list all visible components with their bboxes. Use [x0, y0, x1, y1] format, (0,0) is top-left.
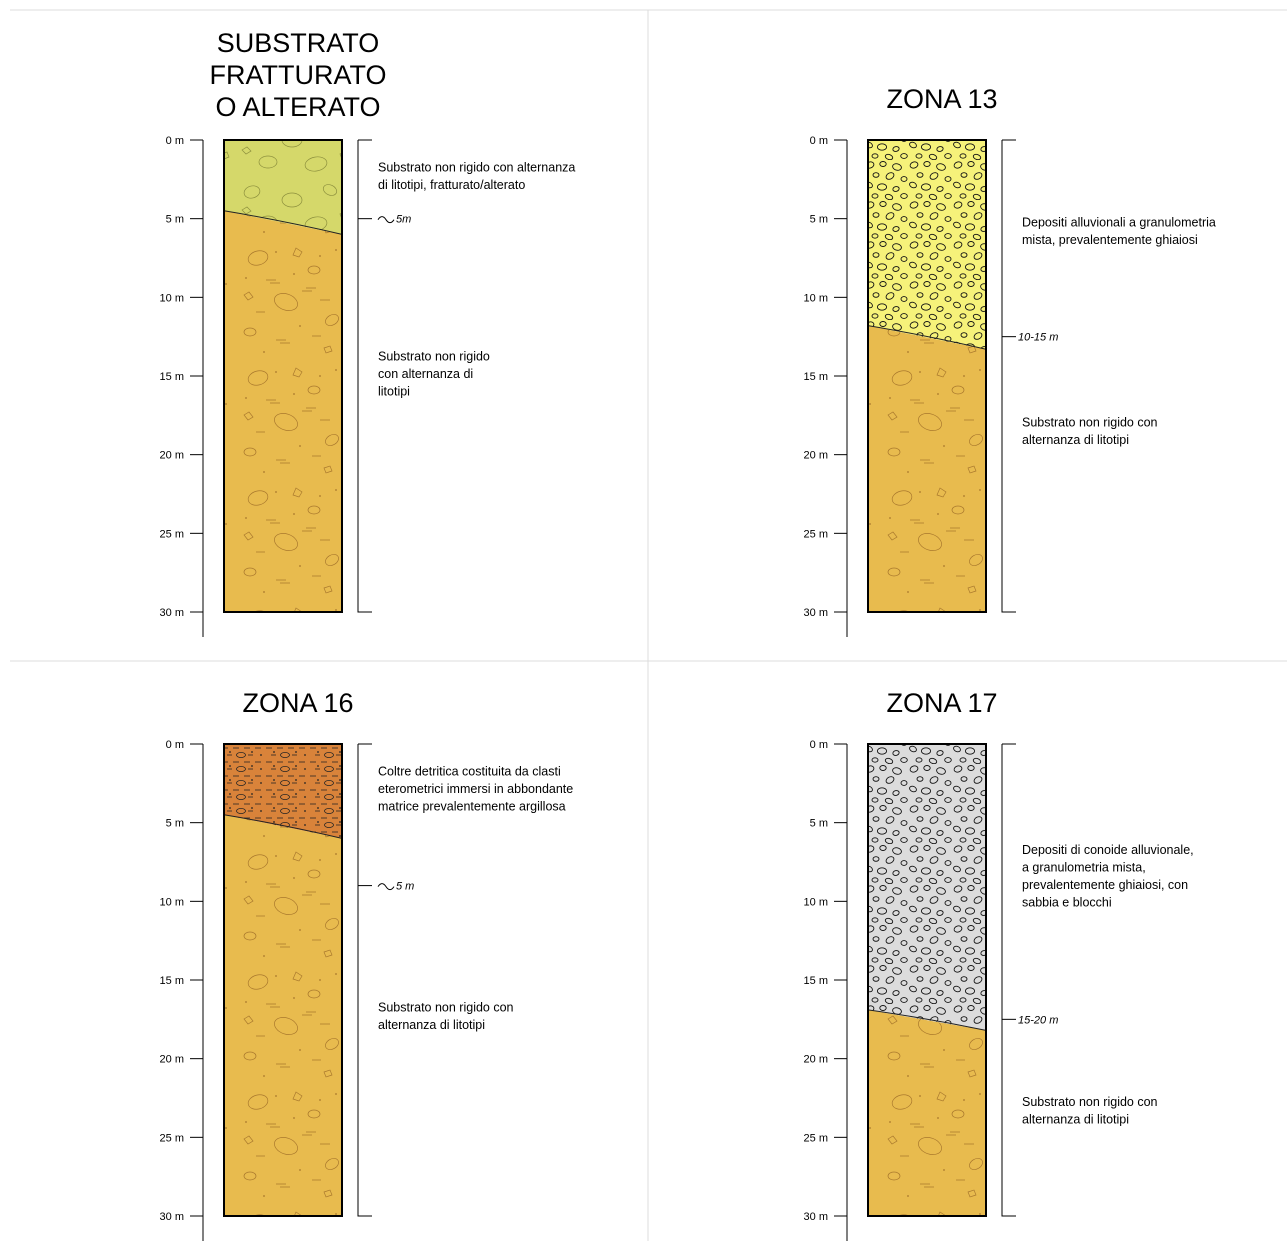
axis-tick-label: 20 m — [160, 1054, 184, 1066]
top-layer-pattern — [224, 744, 342, 839]
axis-tick-label: 5 m — [810, 214, 828, 226]
layer-boundary — [223, 210, 343, 235]
depth-marker-label: 10-15 m — [1018, 332, 1058, 344]
description-bracket — [357, 743, 372, 1217]
axis-tick-label: 5 m — [166, 818, 184, 830]
description-bracket — [357, 139, 372, 613]
panel-substrato: SUBSTRATO FRATTURATO O ALTERATO 0 m 5 m 10 m 1… — [160, 28, 575, 637]
panel-title-line: ZONA 16 — [242, 688, 353, 718]
layer-description-line: alternanza di litotipi — [378, 1018, 485, 1032]
layer-description-line: Depositi alluvionali a granulometria — [1022, 216, 1216, 230]
layer-description-line: litotipi — [378, 384, 410, 398]
stratigraphic-column — [867, 139, 987, 613]
panel-zona16: ZONA 16 0 m 5 m 10 m 15 m 20 m 25 m 30 m 5 m Colt… — [160, 688, 573, 1241]
layer-description-line: Substrato non rigido con — [378, 1000, 514, 1014]
panel-title-line: ZONA 13 — [886, 84, 997, 114]
axis-tick-label: 30 m — [804, 1211, 828, 1223]
depth-marker-label: 15-20 m — [1018, 1014, 1058, 1026]
base-layer-pattern — [224, 210, 342, 613]
layer-description-line: matrice prevalentemente argillosa — [378, 799, 566, 813]
layer-boundary — [223, 814, 343, 839]
axis-tick-label: 15 m — [160, 371, 184, 383]
approx-tilde-icon — [377, 883, 395, 891]
top-layer-pattern — [868, 140, 986, 350]
layer-description: Substrato non rigido con alternanza di li… — [378, 1000, 514, 1032]
axis-tick-label: 0 m — [810, 739, 828, 751]
axis-tick-label: 15 m — [804, 975, 828, 987]
axis-tick-label: 0 m — [166, 135, 184, 147]
axis-tick-label: 30 m — [160, 1211, 184, 1223]
layer-description: Coltre detritica costituita da clasti ete… — [378, 764, 573, 813]
axis-tick-label: 10 m — [160, 292, 184, 304]
layer-description-line: eterometrici immersi in abbondante — [378, 782, 573, 796]
axis-tick-label: 20 m — [804, 450, 828, 462]
axis-tick-label: 25 m — [804, 528, 828, 540]
description-bracket — [1001, 743, 1016, 1217]
axis-tick-label: 20 m — [804, 1054, 828, 1066]
layer-description-line: prevalentemente ghiaiosi, con — [1022, 878, 1188, 892]
layer-description-line: Coltre detritica costituita da clasti — [378, 764, 561, 778]
axis-tick-label: 15 m — [160, 975, 184, 987]
axis-tick-label: 30 m — [804, 607, 828, 619]
depth-marker-label: 5m — [396, 214, 411, 226]
axis-tick-label: 25 m — [160, 1132, 184, 1144]
axis-tick-label: 20 m — [160, 450, 184, 462]
layer-boundary — [867, 1009, 987, 1031]
stratigraphic-column — [223, 139, 343, 613]
panel-title-line: FRATTURATO — [210, 60, 387, 90]
layer-description-line: sabbia e blocchi — [1022, 896, 1112, 910]
panel-title: ZONA 13 — [886, 84, 997, 114]
layer-description-line: Depositi di conoide alluvionale, — [1022, 843, 1194, 857]
layer-description: Depositi di conoide alluvionale, a granul… — [1022, 843, 1194, 910]
panel-title-line: O ALTERATO — [215, 92, 380, 122]
depth-marker-label: 5 m — [396, 881, 414, 893]
approx-tilde-icon — [377, 216, 395, 224]
panel-title: ZONA 17 — [886, 688, 997, 718]
axis-tick-label: 0 m — [810, 135, 828, 147]
layer-description-line: a granulometria mista, — [1022, 861, 1146, 875]
top-layer-pattern — [224, 140, 342, 235]
layer-description: Substrato non rigido con alternanza di li… — [1022, 415, 1158, 447]
panel-title-line: ZONA 17 — [886, 688, 997, 718]
axis-tick-label: 25 m — [160, 528, 184, 540]
axis-tick-label: 0 m — [166, 739, 184, 751]
layer-description: Substrato non rigido con alternanza di li… — [1022, 1095, 1158, 1127]
stratigraphic-column — [223, 743, 343, 1217]
base-layer-pattern — [868, 1009, 986, 1216]
layer-description: Depositi alluvionali a granulometria mist… — [1022, 216, 1216, 248]
axis-tick-label: 10 m — [160, 896, 184, 908]
layer-description-line: mista, prevalentemente ghiaiosi — [1022, 233, 1198, 247]
panel-title: ZONA 16 — [242, 688, 353, 718]
layer-description: Substrato non rigido con alternanza di li… — [378, 160, 575, 192]
panel-title: SUBSTRATO FRATTURATO O ALTERATO — [210, 28, 387, 122]
axis-tick-label: 30 m — [160, 607, 184, 619]
axis-tick-label: 5 m — [810, 818, 828, 830]
axis-tick-label: 10 m — [804, 292, 828, 304]
axis-tick-label: 10 m — [804, 896, 828, 908]
layer-description-line: Substrato non rigido con alternanza — [378, 160, 575, 174]
panel-title-line: SUBSTRATO — [217, 28, 380, 58]
axis-tick-label: 5 m — [166, 214, 184, 226]
layer-description-line: Substrato non rigido con — [1022, 1095, 1158, 1109]
layer-description-line: alternanza di litotipi — [1022, 433, 1129, 447]
layer-description-line: Substrato non rigido con — [1022, 415, 1158, 429]
base-layer-pattern — [868, 325, 986, 612]
layer-description-line: con alternanza di — [378, 367, 473, 381]
top-layer-pattern — [868, 744, 986, 1031]
axis-tick-label: 15 m — [804, 371, 828, 383]
panels-root: SUBSTRATO FRATTURATO O ALTERATO 0 m 5 m 10 m 1… — [160, 28, 1216, 1241]
panel-zona13: ZONA 13 0 m 5 m 10 m 15 m 20 m 25 m 30 m 10-15 m… — [804, 84, 1216, 637]
layer-description-line: di litotipi, fratturato/alterato — [378, 178, 525, 192]
stratigraphic-column — [867, 743, 987, 1217]
layer-description: Substrato non rigido con alternanza di lit… — [378, 349, 490, 398]
axis-tick-label: 25 m — [804, 1132, 828, 1144]
base-layer-pattern — [224, 814, 342, 1216]
description-bracket — [1001, 139, 1016, 613]
layer-description-line: Substrato non rigido — [378, 349, 490, 363]
panel-zona17: ZONA 17 0 m 5 m 10 m 15 m 20 m 25 m 30 m 15-20 m… — [804, 688, 1194, 1241]
layer-description-line: alternanza di litotipi — [1022, 1112, 1129, 1126]
layer-boundary — [867, 325, 987, 350]
